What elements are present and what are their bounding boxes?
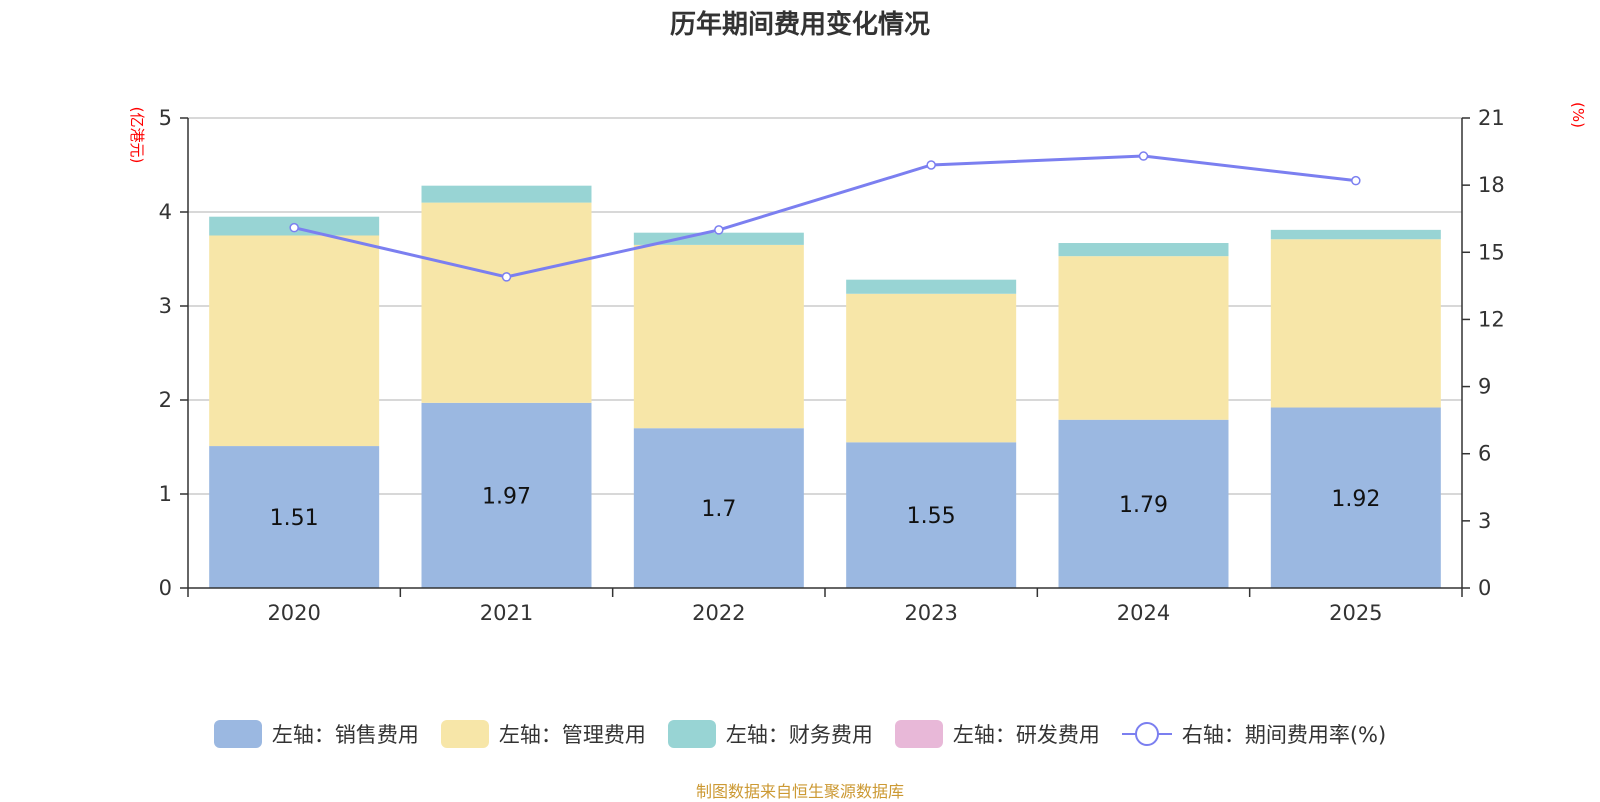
x-axis-tick-label: 2020 [267, 601, 320, 625]
right-axis-tick-label: 0 [1478, 576, 1491, 600]
bar-segment-2022-s1 [633, 244, 804, 429]
bar-segment-2021-s0 [421, 402, 592, 588]
bar-segment-2024-s0 [1058, 419, 1229, 588]
right-axis-tick-label: 6 [1478, 442, 1491, 466]
legend-item-rnd[interactable]: 左轴：研发费用 [894, 719, 1100, 749]
legend-swatch-rnd [894, 720, 943, 748]
right-axis-tick-label: 12 [1478, 307, 1505, 331]
rate-point-2021 [501, 272, 512, 282]
legend-swatch-finance [667, 720, 716, 748]
x-axis-tick-label: 2024 [1117, 601, 1170, 625]
x-axis-tick-label: 2022 [692, 601, 745, 625]
left-axis-tick-label: 1 [159, 482, 172, 506]
rate-point-2023 [926, 160, 936, 170]
right-axis-unit: (%) [1569, 102, 1587, 128]
legend-item-rate[interactable]: 右轴：期间费用率(%) [1121, 719, 1387, 749]
bar-data-label: 1.55 [907, 504, 956, 529]
left-axis-tick-label: 5 [159, 106, 172, 130]
rate-line [293, 154, 1357, 279]
legend-label-finance: 左轴：财务费用 [725, 723, 873, 747]
bar-segment-2023-s2 [846, 279, 1017, 294]
rate-point-2022 [714, 225, 724, 235]
bar-segment-2020-s1 [209, 235, 380, 447]
bar-segment-2021-s2 [421, 185, 592, 203]
right-axis-tick-label: 9 [1478, 375, 1491, 399]
legend-swatch-admin [440, 720, 489, 748]
legend-item-admin[interactable]: 左轴：管理费用 [440, 719, 646, 749]
bar-segment-2025-s2 [1270, 229, 1441, 240]
left-axis-tick-label: 4 [159, 200, 172, 224]
legend-label-sales: 左轴：销售费用 [271, 723, 419, 747]
bar-segment-2022-s2 [633, 232, 804, 245]
legend: 左轴：销售费用 左轴：管理费用 左轴：财务费用 左轴：研发费用 右轴：期间费用率… [0, 719, 1600, 749]
rate-point-2024 [1138, 151, 1149, 161]
left-axis-tick-label: 3 [159, 294, 172, 318]
legend-line-marker-icon [1121, 722, 1172, 746]
bar-data-labels: 1.51 1.97 1.7 1.55 1.79 1.92 [270, 484, 1381, 531]
legend-swatch-sales [213, 720, 262, 748]
rate-point-2020 [289, 222, 299, 233]
legend-item-sales[interactable]: 左轴：销售费用 [213, 719, 419, 749]
bar-data-label: 1.97 [482, 484, 531, 509]
bar-segment-2021-s1 [421, 202, 592, 403]
right-axis-tick-label: 3 [1478, 509, 1491, 533]
bar-segment-2020-s0 [209, 446, 380, 588]
legend-label-rnd: 左轴：研发费用 [952, 723, 1100, 747]
bar-segment-2023-s0 [846, 442, 1017, 588]
source-note: 制图数据来自恒生聚源数据库 [695, 782, 904, 801]
bar-data-label: 1.7 [701, 497, 736, 522]
bar-segment-2023-s1 [846, 293, 1017, 443]
bar-data-label: 1.51 [270, 506, 319, 531]
legend-item-finance[interactable]: 左轴：财务费用 [667, 719, 873, 749]
right-axis-tick-label: 18 [1478, 173, 1505, 197]
bar-segment-2022-s0 [633, 428, 804, 588]
grid-lines [188, 117, 1462, 495]
x-axis-tick-label: 2021 [480, 601, 533, 625]
left-axis-tick-label: 0 [159, 576, 172, 600]
left-axis-unit: (亿港元) [128, 107, 146, 164]
bar-segment-2025-s1 [1270, 239, 1441, 408]
legend-label-rate: 右轴：期间费用率(%) [1181, 723, 1387, 747]
bar-segment-2024-s2 [1058, 243, 1229, 257]
left-axis-tick-label: 2 [159, 388, 172, 412]
right-axis-tick-label: 21 [1478, 106, 1505, 130]
right-axis-tick-label: 15 [1478, 240, 1505, 264]
bar-series [209, 185, 1441, 588]
x-axis-tick-label: 2023 [904, 601, 957, 625]
chart-title: 历年期间费用变化情况 [669, 10, 930, 40]
rate-line-series [289, 151, 1361, 282]
bar-segment-2024-s1 [1058, 256, 1229, 420]
legend-label-admin: 左轴：管理费用 [498, 723, 646, 747]
x-axis-tick-label: 2025 [1329, 601, 1382, 625]
bar-data-label: 1.92 [1331, 487, 1380, 512]
rate-point-2025 [1351, 175, 1361, 186]
bar-segment-2025-s0 [1270, 407, 1441, 588]
bar-data-label: 1.79 [1119, 493, 1168, 518]
